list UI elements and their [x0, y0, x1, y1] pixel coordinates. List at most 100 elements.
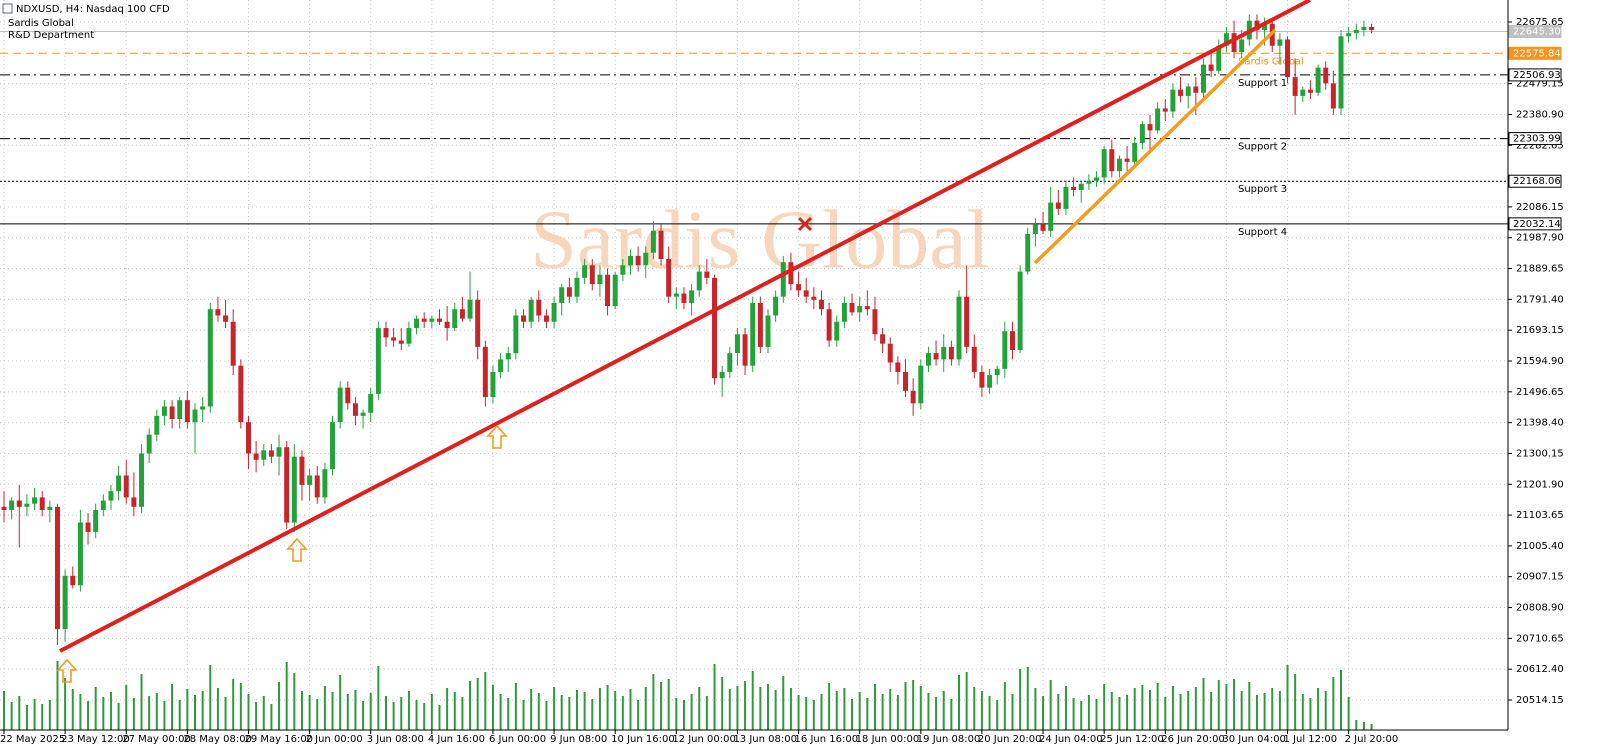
level-price-label: 22575.84	[1513, 48, 1561, 59]
volume-bar	[430, 694, 433, 730]
volume-bar	[1019, 669, 1022, 730]
x-tick-label: 6 Jun 00:00	[489, 734, 546, 745]
candle-body	[612, 274, 618, 307]
candle-body	[1193, 86, 1199, 93]
volume-bar	[698, 687, 701, 730]
candle-body	[620, 265, 626, 275]
volume-bar	[1057, 694, 1060, 730]
volume-bar	[858, 692, 861, 730]
volume-bar	[278, 682, 281, 730]
candle-body	[1055, 202, 1061, 209]
volume-bar	[759, 687, 762, 730]
candle-body	[352, 403, 358, 416]
volume-bar	[155, 693, 158, 730]
candle-body	[1124, 158, 1130, 162]
candle-body	[391, 337, 397, 341]
volume-bar	[186, 689, 189, 730]
volume-bar	[407, 691, 410, 730]
level-label: Support 3	[1238, 184, 1287, 195]
candle-body	[1132, 142, 1138, 162]
level-label: Support 4	[1238, 227, 1287, 238]
volume-bar	[415, 700, 418, 730]
volume-bar	[682, 700, 685, 730]
candle-body	[307, 475, 313, 485]
header: NDXUSD, H4: Nasdaq 100 CFD Sardis Global…	[2, 3, 170, 41]
volume-bar	[369, 693, 372, 730]
candle-body	[1116, 158, 1122, 172]
volume-bar	[988, 696, 991, 730]
volume-bar	[789, 688, 792, 730]
candle-body	[1078, 183, 1084, 191]
candle-body	[880, 334, 886, 344]
volume-bar	[560, 695, 563, 730]
candle-body	[597, 274, 603, 285]
volume-bar	[216, 688, 219, 730]
volume-bar	[1026, 667, 1029, 730]
volume-bar	[79, 694, 82, 730]
volume-bar	[163, 701, 166, 730]
y-tick-label: 21103.65	[1516, 510, 1564, 521]
volume-bar	[996, 700, 999, 730]
candle-body	[498, 359, 504, 372]
volume-bar	[209, 665, 212, 730]
candle-body	[291, 456, 297, 523]
candle-body	[169, 406, 175, 419]
chart-title: NDXUSD, H4: Nasdaq 100 CFD	[16, 4, 170, 15]
candle-body	[551, 302, 557, 322]
volume-bar	[797, 695, 800, 730]
volume-bar	[499, 694, 502, 730]
volume-bar	[1080, 701, 1083, 730]
volume-bar	[476, 678, 479, 730]
x-tick-label: 2 Jul 20:00	[1345, 734, 1399, 745]
volume-bar	[64, 678, 67, 730]
candle-body	[62, 575, 68, 630]
candle-body	[849, 302, 855, 313]
candle-body	[1032, 224, 1038, 234]
x-tick-label: 3 Jun 08:00	[367, 734, 424, 745]
candle-body	[666, 259, 672, 297]
candle-body	[1346, 33, 1352, 37]
rejection-mark	[797, 216, 813, 232]
up-arrow	[486, 424, 508, 449]
volume-bar	[1003, 682, 1006, 730]
volume-bar	[1095, 699, 1098, 730]
plot-layer: Sardis Global Support 1 Support 2 Support 3…	[0, 14, 1508, 730]
candle-body	[658, 230, 664, 260]
candle-body	[16, 500, 22, 507]
volume-bar	[316, 699, 319, 730]
volume-bar	[262, 696, 265, 730]
volume-bar	[346, 694, 349, 730]
volume-bar	[3, 691, 5, 730]
level-price-label: 22506.93	[1513, 70, 1561, 81]
candle-body	[383, 328, 389, 338]
level-price-box	[1508, 68, 1562, 82]
candle-body	[207, 309, 213, 407]
volume-bar	[484, 672, 487, 730]
volume-bar	[919, 686, 922, 730]
volume-bar	[637, 700, 640, 730]
candle-body	[1162, 108, 1168, 112]
x-tick-label: 25 Jun 12:00	[1100, 734, 1164, 745]
volume-bar	[1187, 691, 1190, 730]
candle-body	[1300, 89, 1306, 96]
level-price-label: 22303.99	[1513, 134, 1561, 145]
candle-body	[1048, 202, 1054, 231]
volume-bar	[178, 700, 181, 730]
candle-body	[643, 252, 649, 266]
volume-bar	[873, 684, 876, 730]
volume-bar	[1126, 695, 1129, 730]
y-tick-label: 21496.65	[1516, 387, 1564, 398]
candle-body	[1063, 186, 1069, 209]
current-price-box	[1508, 25, 1562, 39]
candle-body	[780, 262, 786, 297]
candle-body	[123, 475, 129, 498]
volume-bar	[1164, 697, 1167, 730]
volume-bar	[354, 690, 357, 730]
candle-body	[1208, 64, 1214, 71]
volume-bar	[530, 689, 533, 730]
candle-body	[414, 318, 420, 329]
volume-bar	[942, 691, 945, 730]
volume-bar	[1072, 698, 1075, 730]
volume-bar	[660, 682, 663, 730]
